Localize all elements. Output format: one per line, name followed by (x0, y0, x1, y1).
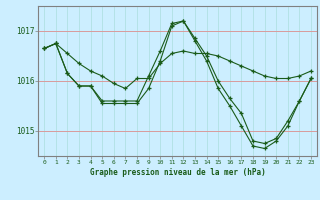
X-axis label: Graphe pression niveau de la mer (hPa): Graphe pression niveau de la mer (hPa) (90, 168, 266, 177)
